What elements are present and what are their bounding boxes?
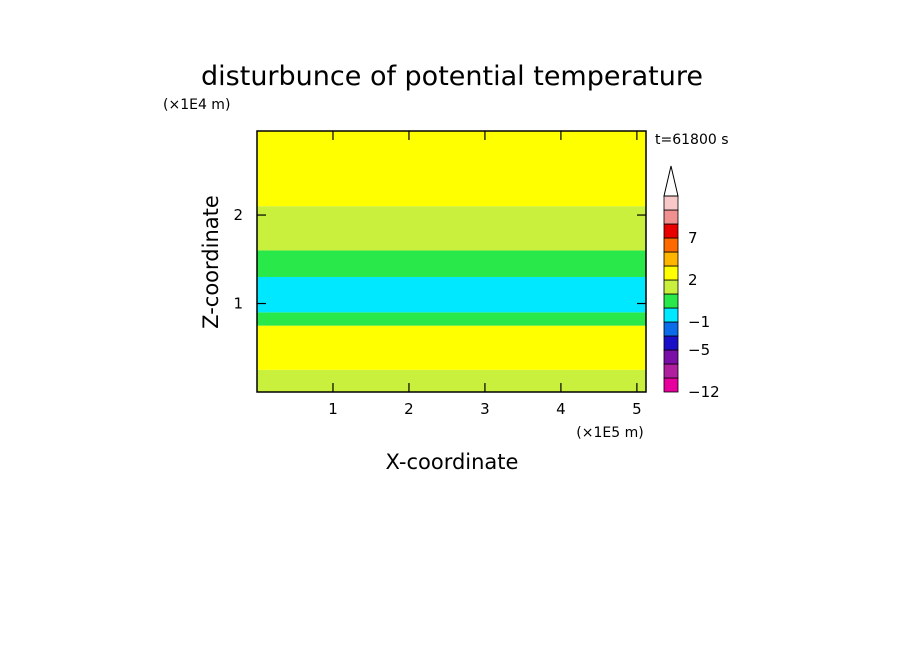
contour-field	[257, 131, 646, 392]
y-axis: 12	[233, 206, 646, 313]
colorbar-swatch	[663, 349, 679, 365]
colorbar-swatch	[663, 293, 679, 309]
field-band-1	[257, 325, 646, 370]
colorbar-swatch	[663, 195, 679, 211]
x-tick-label: 3	[480, 400, 490, 418]
field-band-4	[257, 250, 646, 277]
colorbar-swatch	[663, 363, 679, 379]
colorbar-extension-arrow	[663, 165, 679, 197]
plot-frame	[256, 130, 647, 393]
colorbar-swatch	[663, 279, 679, 295]
colorbar-label: −1	[688, 313, 710, 331]
colorbar-swatch	[663, 377, 679, 393]
x-tick-label: 1	[328, 400, 338, 418]
colorbar-label: −12	[688, 383, 720, 401]
field-band-3	[257, 276, 646, 313]
time-label: t=61800 s	[655, 132, 729, 148]
y-axis-label: Z-coordinate	[199, 195, 223, 329]
x-unit-label: (×1E5 m)	[576, 425, 643, 441]
colorbar: 7 2 −1 −5 −12	[663, 165, 720, 401]
colorbar-swatch	[663, 265, 679, 281]
field-band-5	[257, 206, 646, 251]
colorbar-swatch	[663, 251, 679, 267]
x-tick-label: 4	[556, 400, 566, 418]
field-band-0	[257, 369, 646, 392]
colorbar-label: 2	[688, 271, 698, 289]
field-band-2	[257, 312, 646, 326]
y-tick-label: 2	[233, 206, 243, 224]
chart-title: disturbunce of potential temperature	[201, 61, 703, 92]
x-tick-label: 2	[404, 400, 414, 418]
colorbar-label: −5	[688, 341, 710, 359]
colorbar-swatch	[663, 335, 679, 351]
colorbar-swatch	[663, 307, 679, 323]
x-axis-label: X-coordinate	[386, 450, 519, 474]
colorbar-swatch	[663, 223, 679, 239]
y-unit-label: (×1E4 m)	[163, 97, 230, 113]
colorbar-swatch	[663, 237, 679, 253]
x-tick-label: 5	[632, 400, 642, 418]
x-axis: 1 2 3 4 5	[328, 131, 642, 418]
y-tick-label: 1	[233, 295, 243, 313]
colorbar-label: 7	[688, 229, 698, 247]
colorbar-swatch	[663, 321, 679, 337]
colorbar-swatch	[663, 209, 679, 225]
field-band-6	[257, 131, 646, 207]
